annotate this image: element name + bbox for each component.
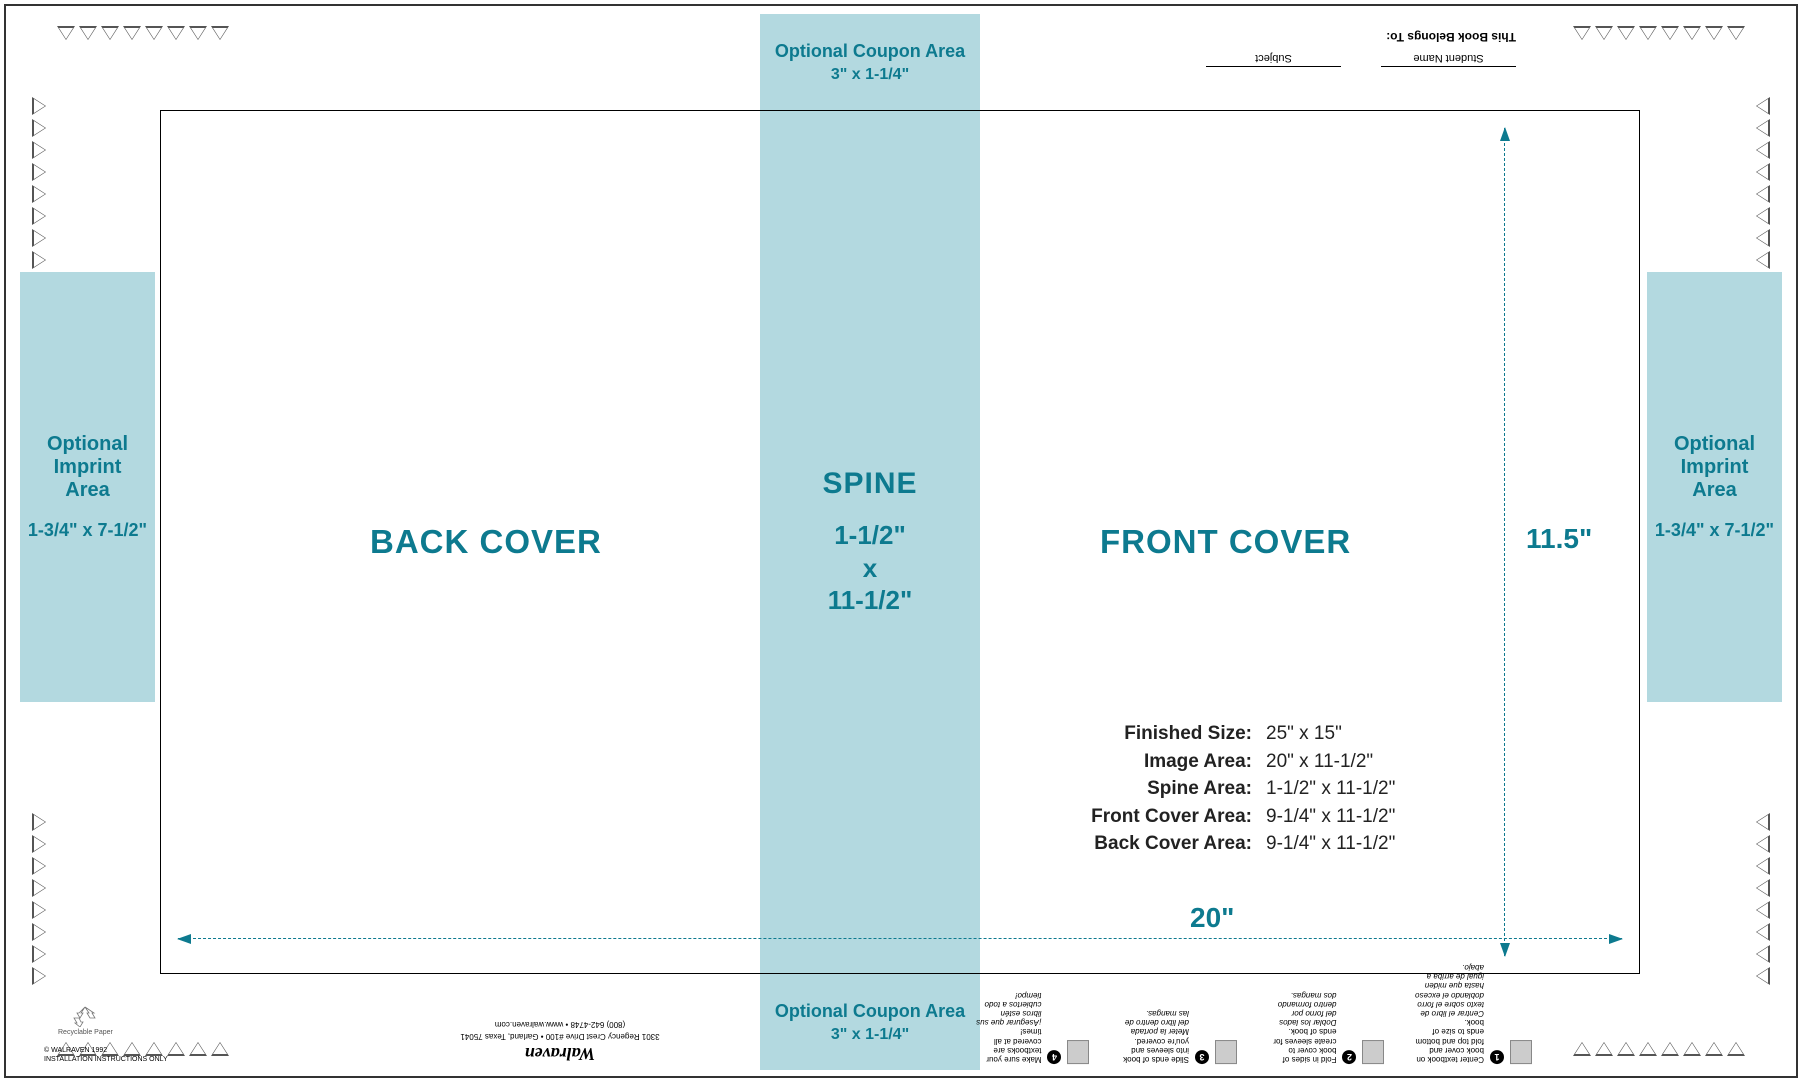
belongs-label: This Book Belongs To: [1166,30,1516,44]
install-notes: © WALRAVEN 1992 INSTALLATION INSTRUCTION… [44,1047,168,1064]
step: 3 Slide ends of book into sleeves and you… [1120,963,1238,1064]
recycle-icon: Recyclable Paper [58,1005,113,1036]
imprint-title: Optional Imprint Area [1647,433,1782,502]
spec-value: 9-1/4" x 11-1/2" [1266,803,1486,831]
spec-key: Back Cover Area: [1056,830,1266,858]
imprint-title: Optional Imprint Area [20,433,155,502]
brand-block: Walraven 3301 Regency Crest Drive #100 •… [460,1020,660,1064]
spec-value: 25" x 15" [1266,720,1486,748]
student-name-label: Student Name [1381,52,1516,67]
front-cover-label: FRONT COVER [1100,523,1351,561]
coupon-dim: 3" x 1-1/4" [760,66,980,84]
step-text: Center textbook on book cover and fold t… [1415,963,1485,1064]
height-dimension [1504,128,1505,956]
spec-key: Spine Area: [1056,775,1266,803]
spec-key: Finished Size: [1056,720,1266,748]
recycle-label: Recyclable Paper [58,1029,113,1036]
step-number: 2 [1343,1050,1357,1064]
imprint-area-right: Optional Imprint Area 1-3/4" x 7-1/2" [1647,272,1782,702]
back-cover-label: BACK COVER [370,523,602,561]
step-text: Fold in sides of book cover to create sl… [1267,991,1337,1065]
step-text: Slide ends of book into sleeves and you'… [1120,1009,1190,1064]
step-number: 1 [1490,1050,1504,1064]
imprint-dim: 1-3/4" x 7-1/2" [20,520,155,541]
tri-left-bot [34,814,46,984]
width-dimension [178,938,1622,939]
tri-top-left [58,28,228,40]
coupon-title: Optional Coupon Area [760,41,980,62]
tri-top-right [1574,28,1744,40]
imprint-dim: 1-3/4" x 7-1/2" [1647,520,1782,541]
coupon-area-top: Optional Coupon Area 3" x 1-1/4" [760,14,980,110]
spec-value: 1-1/2" x 11-1/2" [1266,775,1486,803]
width-label: 20" [1190,902,1234,934]
step-number: 4 [1048,1050,1062,1064]
step: 2 Fold in sides of book cover to create s… [1267,963,1385,1064]
step-text: Make sure your textbooks are covered at … [972,991,1042,1065]
tri-right-bot [1756,814,1768,984]
brand-addr2: (800) 642-4748 • www.walraven.com [460,1020,660,1030]
coupon-dim: 3" x 1-1/4" [760,1026,980,1044]
step-number: 3 [1195,1050,1209,1064]
coupon-title: Optional Coupon Area [760,1001,980,1022]
spec-row: Back Cover Area:9-1/4" x 11-1/2" [1056,830,1486,858]
step-icon [1363,1040,1385,1064]
step: 1 Center textbook on book cover and fold … [1415,963,1533,1064]
brand-logo: Walraven [460,1043,660,1064]
spec-row: Spine Area:1-1/2" x 11-1/2" [1056,775,1486,803]
subject-label: Subject [1206,52,1341,67]
student-info: Student Name Subject This Book Belongs T… [1166,30,1516,67]
install-line2: INSTALLATION INSTRUCTIONS ONLY [44,1056,168,1064]
spec-row: Image Area:20" x 11-1/2" [1056,748,1486,776]
step-icon [1510,1040,1532,1064]
coupon-area-bottom: Optional Coupon Area 3" x 1-1/4" [760,974,980,1070]
tri-right-top [1756,98,1768,268]
install-line1: © WALRAVEN 1992 [44,1047,168,1055]
instruction-steps: 1 Center textbook on book cover and fold … [972,963,1532,1064]
spec-table: Finished Size:25" x 15"Image Area:20" x … [1056,720,1486,858]
step-icon [1215,1040,1237,1064]
step: 4 Make sure your textbooks are covered at… [972,963,1090,1064]
brand-addr1: 3301 Regency Crest Drive #100 • Garland,… [460,1031,660,1041]
spec-row: Finished Size:25" x 15" [1056,720,1486,748]
spec-row: Front Cover Area:9-1/4" x 11-1/2" [1056,803,1486,831]
spec-key: Front Cover Area: [1056,803,1266,831]
spec-key: Image Area: [1056,748,1266,776]
spec-value: 9-1/4" x 11-1/2" [1266,830,1486,858]
tri-bot-right [1574,1042,1744,1054]
step-icon [1068,1040,1090,1064]
imprint-area-left: Optional Imprint Area 1-3/4" x 7-1/2" [20,272,155,702]
height-label: 11.5" [1526,523,1592,555]
tri-left-top [34,98,46,268]
spec-value: 20" x 11-1/2" [1266,748,1486,776]
